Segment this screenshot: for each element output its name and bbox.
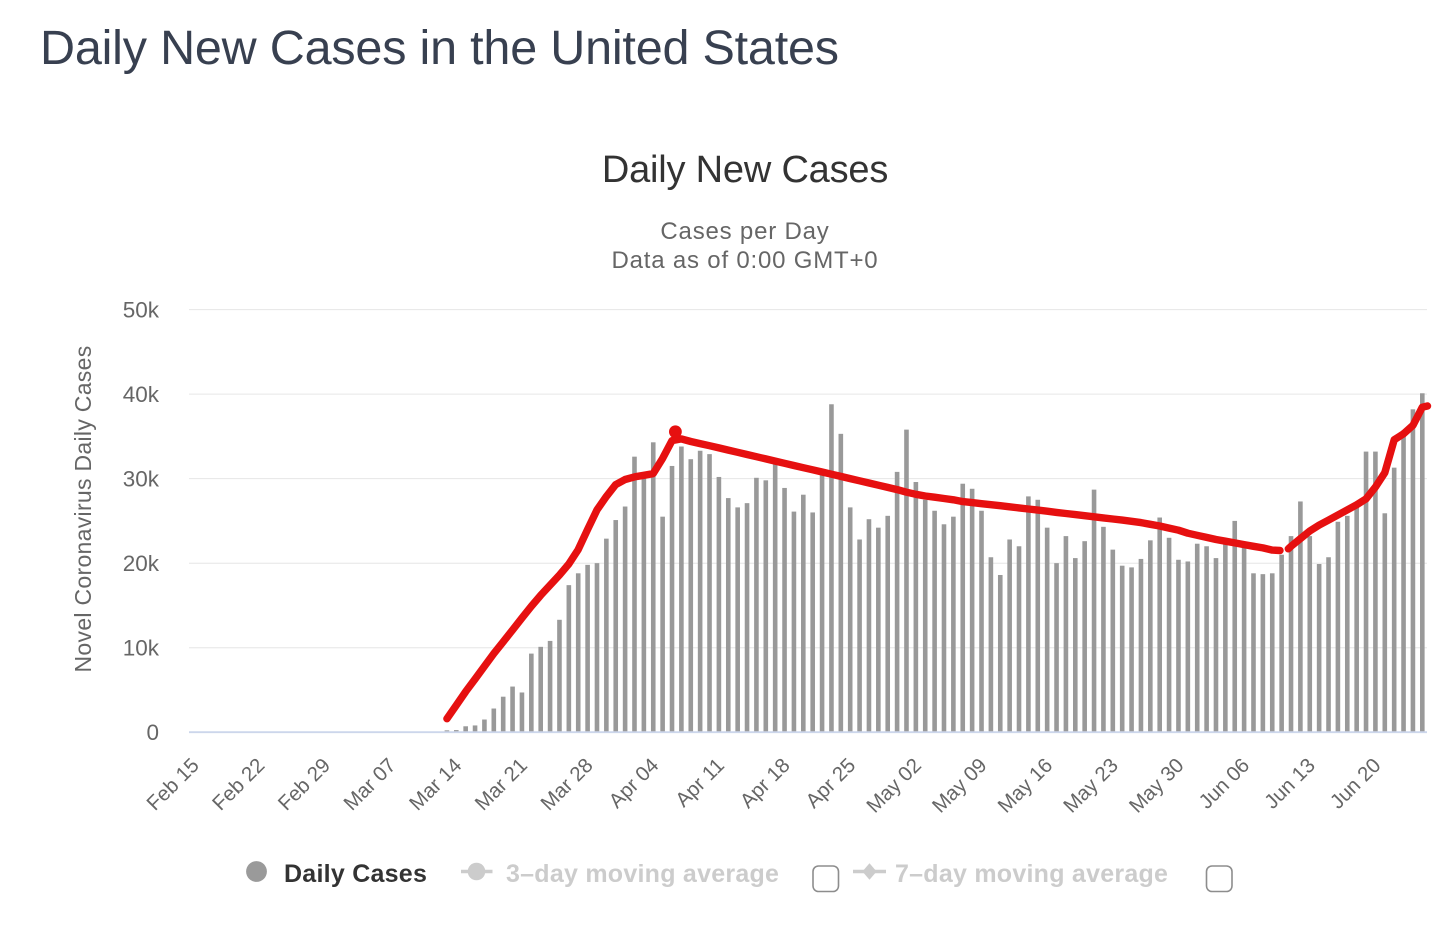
svg-text:May 23: May 23 [1059, 754, 1123, 818]
svg-text:7–day moving average: 7–day moving average [895, 860, 1168, 888]
svg-text:May 02: May 02 [862, 754, 926, 818]
svg-text:Jun 20: Jun 20 [1326, 754, 1386, 814]
svg-text:Apr 25: Apr 25 [801, 754, 860, 813]
svg-text:Mar 28: Mar 28 [536, 754, 597, 815]
svg-text:10k: 10k [123, 636, 160, 661]
svg-text:May 30: May 30 [1125, 754, 1189, 818]
svg-text:50k: 50k [123, 298, 160, 323]
svg-text:Mar 14: Mar 14 [405, 754, 466, 815]
svg-text:May 09: May 09 [928, 754, 992, 818]
svg-text:Apr 04: Apr 04 [604, 754, 663, 813]
svg-text:Daily Cases: Daily Cases [284, 860, 427, 888]
svg-text:Feb 22: Feb 22 [208, 754, 269, 815]
svg-text:Feb 15: Feb 15 [142, 754, 203, 815]
svg-text:30k: 30k [123, 467, 160, 492]
svg-text:Feb 29: Feb 29 [274, 754, 335, 815]
svg-text:Novel Coronavirus Daily Cases: Novel Coronavirus Daily Cases [70, 346, 96, 673]
svg-text:Jun 13: Jun 13 [1260, 754, 1320, 814]
svg-text:3–day moving average: 3–day moving average [506, 860, 779, 888]
svg-text:May 16: May 16 [993, 754, 1057, 818]
svg-text:Mar 07: Mar 07 [339, 754, 400, 815]
svg-text:Jun 06: Jun 06 [1194, 754, 1254, 814]
svg-text:Apr 18: Apr 18 [736, 754, 795, 813]
svg-text:Mar 21: Mar 21 [471, 754, 532, 815]
svg-text:0: 0 [146, 720, 159, 745]
svg-text:20k: 20k [123, 551, 160, 576]
svg-text:Apr 11: Apr 11 [671, 754, 729, 812]
svg-text:40k: 40k [123, 382, 160, 407]
